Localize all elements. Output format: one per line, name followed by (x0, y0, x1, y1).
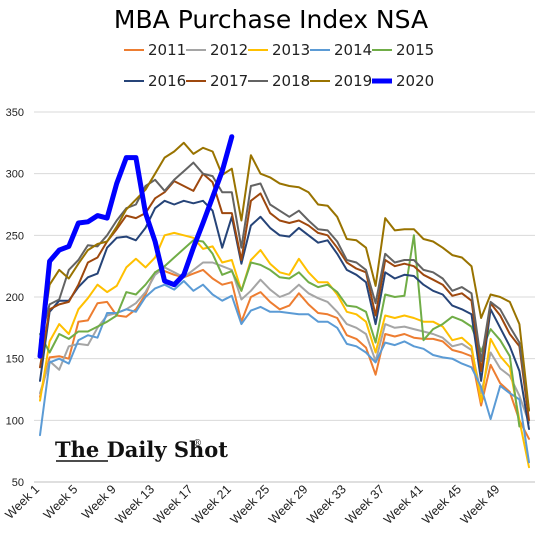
legend-label-2020: 2020 (396, 72, 434, 90)
legend-label-2014: 2014 (334, 41, 372, 59)
series-line-2017 (39, 172, 530, 422)
x-tick-label: Week 37 (343, 482, 388, 527)
y-tick-label: 150 (6, 354, 24, 366)
legend-label-2011: 2011 (148, 41, 186, 59)
series-line-2013 (39, 231, 530, 469)
legend-label-2019: 2019 (334, 72, 372, 90)
series-line-2018 (39, 161, 530, 412)
gridlines (34, 111, 535, 483)
legend-label-2013: 2013 (272, 41, 310, 59)
legend-label-2016: 2016 (148, 72, 186, 90)
chart-title: MBA Purchase Index NSA (114, 5, 428, 34)
y-tick-label: 100 (6, 415, 24, 427)
y-tick-label: 250 (6, 230, 24, 242)
x-tick-label: Week 25 (228, 482, 273, 527)
x-tick-label: Week 17 (151, 482, 196, 527)
x-tick-label: Week 21 (189, 482, 234, 527)
series-line-2011 (39, 268, 530, 440)
watermark-registered-mark: ® (193, 439, 202, 449)
legend-label-2017: 2017 (210, 72, 248, 90)
series-layer (37, 134, 530, 469)
y-tick-label: 350 (6, 107, 24, 119)
legend-label-2012: 2012 (210, 41, 248, 59)
x-tick-label: Week 29 (266, 482, 311, 527)
y-axis: 50 100 150 200 250 300 350 (6, 107, 24, 489)
series-line-2015 (39, 234, 521, 428)
y-tick-label: 50 (12, 477, 24, 489)
legend: 2011 2012 2013 2014 2015 2016 2017 2018 2019 2020 (124, 41, 434, 90)
x-tick-label: Week 5 (41, 482, 81, 522)
watermark-text: The Daily Shot (55, 437, 228, 462)
legend-label-2018: 2018 (272, 72, 310, 90)
series-line-2019 (39, 141, 530, 412)
watermark-logo: The Daily Shot ® (55, 437, 228, 462)
series-line-2012 (39, 261, 530, 424)
series-line-2014 (39, 280, 530, 464)
x-tick-label: Week 13 (113, 482, 158, 527)
series-line-2016 (39, 199, 530, 430)
y-tick-label: 300 (6, 169, 24, 181)
y-tick-label: 200 (6, 292, 24, 304)
x-tick-label: Week 33 (304, 482, 349, 527)
series-line-2020 (37, 134, 235, 359)
x-tick-label: Week 49 (458, 482, 503, 527)
x-tick-label: Week 41 (381, 482, 426, 527)
x-tick-label: Week 45 (419, 482, 464, 527)
legend-label-2015: 2015 (396, 41, 434, 59)
